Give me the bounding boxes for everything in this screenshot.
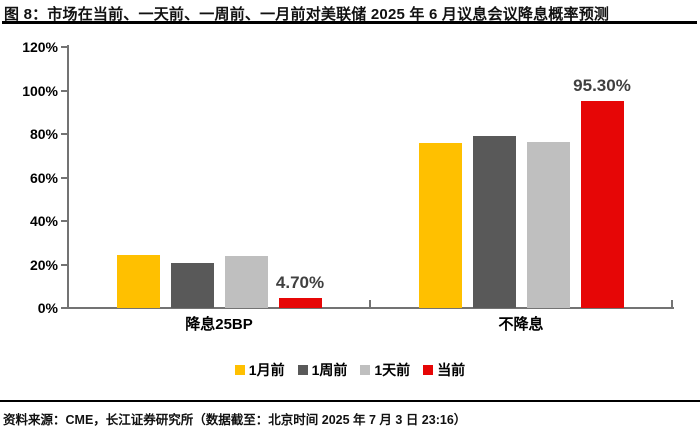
legend-item: 1周前 bbox=[297, 362, 348, 378]
legend-label: 1月前 bbox=[248, 362, 285, 378]
legend-item: 当前 bbox=[423, 362, 465, 378]
legend-label: 当前 bbox=[437, 362, 466, 378]
legend-swatch-icon bbox=[297, 365, 308, 375]
y-axis-tick-label: 20% bbox=[29, 256, 58, 273]
legend-label: 1天前 bbox=[374, 362, 411, 378]
bar bbox=[170, 262, 214, 308]
title-rule bbox=[2, 21, 697, 24]
source-note: 资料来源：CME，长江证券研究所（数据截至：北京时间 2025 年 7 月 3 … bbox=[3, 413, 467, 427]
legend-label: 1周前 bbox=[311, 362, 348, 378]
bar bbox=[224, 256, 268, 308]
bar bbox=[472, 136, 516, 308]
source-rule bbox=[0, 400, 700, 402]
y-axis-tick-label: 0% bbox=[37, 300, 58, 316]
y-axis-tick-label: 120% bbox=[22, 39, 58, 55]
figure-title: 图 8：市场在当前、一天前、一周前、一月前对美联储 2025 年 6 月议息会议… bbox=[4, 6, 610, 23]
legend-item: 1月前 bbox=[234, 362, 285, 378]
y-axis-tick bbox=[61, 89, 68, 92]
x-axis-line bbox=[67, 307, 674, 309]
bar bbox=[116, 255, 160, 308]
bar bbox=[278, 297, 322, 308]
bar bbox=[526, 142, 570, 308]
y-axis-tick-label: 40% bbox=[29, 213, 58, 229]
y-axis-tick bbox=[61, 176, 68, 179]
y-axis-tick bbox=[61, 307, 68, 309]
x-axis-tick bbox=[369, 300, 371, 308]
legend-item: 1天前 bbox=[360, 362, 410, 378]
y-axis-tick bbox=[61, 46, 68, 48]
y-axis-tick-label: 80% bbox=[29, 126, 58, 142]
y-axis-tick bbox=[61, 133, 68, 135]
bar-value-label: 4.70% bbox=[275, 272, 325, 292]
category-label: 不降息 bbox=[498, 316, 544, 333]
y-axis-tick bbox=[61, 220, 68, 222]
bar bbox=[580, 100, 624, 308]
legend-swatch-icon bbox=[360, 365, 371, 375]
x-axis-tick bbox=[671, 300, 673, 308]
legend-swatch-icon bbox=[423, 365, 434, 375]
legend-swatch-icon bbox=[234, 365, 245, 375]
y-axis-tick-label: 60% bbox=[29, 169, 58, 186]
bar bbox=[418, 143, 462, 308]
y-axis-tick bbox=[61, 263, 68, 266]
bar-value-label: 95.30% bbox=[573, 75, 631, 95]
legend: 1月前 1周前 1天前 当前 bbox=[0, 362, 700, 378]
y-axis-line bbox=[67, 45, 69, 308]
category-label: 降息25BP bbox=[185, 316, 253, 333]
y-axis-tick-label: 100% bbox=[22, 82, 58, 99]
